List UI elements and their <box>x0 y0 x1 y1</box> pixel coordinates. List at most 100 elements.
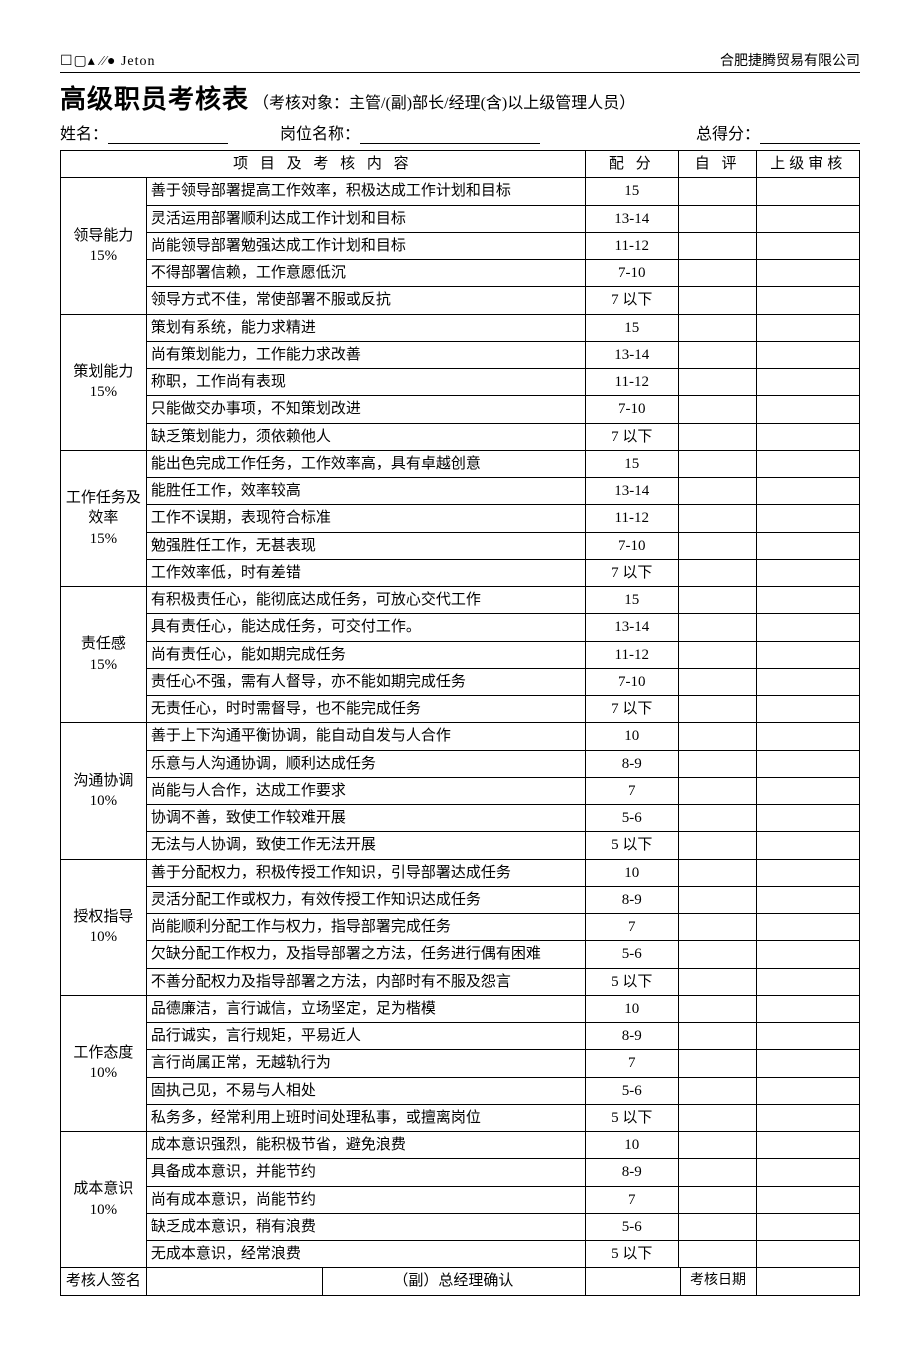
supervisor-cell[interactable] <box>757 396 860 423</box>
self-eval-cell[interactable] <box>678 723 757 750</box>
position-underline[interactable] <box>360 126 540 144</box>
supervisor-cell[interactable] <box>757 587 860 614</box>
supervisor-cell[interactable] <box>757 914 860 941</box>
self-eval-cell[interactable] <box>678 1050 757 1077</box>
category-weight: 10% <box>65 791 142 811</box>
supervisor-cell[interactable] <box>757 205 860 232</box>
self-eval-cell[interactable] <box>678 1186 757 1213</box>
self-eval-cell[interactable] <box>678 205 757 232</box>
self-eval-cell[interactable] <box>678 587 757 614</box>
category-weight: 10% <box>65 927 142 947</box>
supervisor-cell[interactable] <box>757 1213 860 1240</box>
supervisor-cell[interactable] <box>757 1159 860 1186</box>
supervisor-cell[interactable] <box>757 832 860 859</box>
category-cell: 工作态度10% <box>61 995 147 1131</box>
self-eval-cell[interactable] <box>678 696 757 723</box>
self-eval-cell[interactable] <box>678 777 757 804</box>
date-cell[interactable] <box>757 1268 860 1295</box>
self-eval-cell[interactable] <box>678 505 757 532</box>
self-eval-cell[interactable] <box>678 832 757 859</box>
supervisor-cell[interactable] <box>757 668 860 695</box>
self-eval-cell[interactable] <box>678 1132 757 1159</box>
supervisor-cell[interactable] <box>757 1050 860 1077</box>
self-eval-cell[interactable] <box>678 369 757 396</box>
supervisor-cell[interactable] <box>757 450 860 477</box>
self-eval-cell[interactable] <box>678 750 757 777</box>
self-eval-cell[interactable] <box>678 260 757 287</box>
supervisor-cell[interactable] <box>757 614 860 641</box>
table-row: 工作效率低，时有差错7 以下 <box>61 559 860 586</box>
self-eval-cell[interactable] <box>678 1213 757 1240</box>
table-row: 欠缺分配工作权力，及指导部署之方法，任务进行偶有困难5-6 <box>61 941 860 968</box>
supervisor-cell[interactable] <box>757 532 860 559</box>
supervisor-cell[interactable] <box>757 178 860 205</box>
supervisor-cell[interactable] <box>757 423 860 450</box>
self-eval-cell[interactable] <box>678 341 757 368</box>
supervisor-cell[interactable] <box>757 641 860 668</box>
supervisor-cell[interactable] <box>757 995 860 1022</box>
supervisor-cell[interactable] <box>757 505 860 532</box>
supervisor-cell[interactable] <box>757 1104 860 1131</box>
main-title: 高级职员考核表 <box>60 85 249 114</box>
criteria-score: 5-6 <box>585 1077 678 1104</box>
criteria-desc: 能出色完成工作任务，工作效率高，具有卓越创意 <box>146 450 585 477</box>
supervisor-cell[interactable] <box>757 941 860 968</box>
criteria-score: 5-6 <box>585 1213 678 1240</box>
supervisor-cell[interactable] <box>757 805 860 832</box>
supervisor-cell[interactable] <box>757 1132 860 1159</box>
criteria-score: 13-14 <box>585 614 678 641</box>
self-eval-cell[interactable] <box>678 968 757 995</box>
supervisor-cell[interactable] <box>757 696 860 723</box>
self-eval-cell[interactable] <box>678 668 757 695</box>
supervisor-cell[interactable] <box>757 559 860 586</box>
self-eval-cell[interactable] <box>678 805 757 832</box>
supervisor-cell[interactable] <box>757 287 860 314</box>
supervisor-cell[interactable] <box>757 750 860 777</box>
supervisor-cell[interactable] <box>757 723 860 750</box>
name-underline[interactable] <box>108 126 228 144</box>
supervisor-cell[interactable] <box>757 1023 860 1050</box>
criteria-score: 5 以下 <box>585 1241 678 1268</box>
self-eval-cell[interactable] <box>678 886 757 913</box>
supervisor-cell[interactable] <box>757 260 860 287</box>
self-eval-cell[interactable] <box>678 641 757 668</box>
supervisor-cell[interactable] <box>757 886 860 913</box>
supervisor-cell[interactable] <box>757 1241 860 1268</box>
self-eval-cell[interactable] <box>678 559 757 586</box>
table-row: 只能做交办事项，不知策划改进7-10 <box>61 396 860 423</box>
self-eval-cell[interactable] <box>678 423 757 450</box>
supervisor-cell[interactable] <box>757 369 860 396</box>
col-supervisor: 上级审核 <box>757 151 860 178</box>
self-eval-cell[interactable] <box>678 1104 757 1131</box>
self-eval-cell[interactable] <box>678 396 757 423</box>
self-eval-cell[interactable] <box>678 1159 757 1186</box>
supervisor-cell[interactable] <box>757 1077 860 1104</box>
self-eval-cell[interactable] <box>678 1023 757 1050</box>
supervisor-cell[interactable] <box>757 859 860 886</box>
self-eval-cell[interactable] <box>678 287 757 314</box>
assessor-sign-cell[interactable]: （副）总经理确认 <box>146 1268 585 1295</box>
self-eval-cell[interactable] <box>678 1077 757 1104</box>
self-eval-cell[interactable] <box>678 995 757 1022</box>
self-eval-cell[interactable] <box>678 478 757 505</box>
total-underline[interactable] <box>760 126 860 144</box>
supervisor-cell[interactable] <box>757 341 860 368</box>
self-eval-cell[interactable] <box>678 1241 757 1268</box>
self-eval-cell[interactable] <box>678 532 757 559</box>
supervisor-cell[interactable] <box>757 232 860 259</box>
supervisor-cell[interactable] <box>757 1186 860 1213</box>
self-eval-cell[interactable] <box>678 178 757 205</box>
supervisor-cell[interactable] <box>757 968 860 995</box>
self-eval-cell[interactable] <box>678 450 757 477</box>
self-eval-cell[interactable] <box>678 859 757 886</box>
criteria-score: 11-12 <box>585 369 678 396</box>
self-eval-cell[interactable] <box>678 614 757 641</box>
gm-confirm-cell[interactable]: 考核日期 <box>585 1268 757 1295</box>
supervisor-cell[interactable] <box>757 777 860 804</box>
supervisor-cell[interactable] <box>757 314 860 341</box>
self-eval-cell[interactable] <box>678 914 757 941</box>
supervisor-cell[interactable] <box>757 478 860 505</box>
self-eval-cell[interactable] <box>678 314 757 341</box>
self-eval-cell[interactable] <box>678 941 757 968</box>
self-eval-cell[interactable] <box>678 232 757 259</box>
